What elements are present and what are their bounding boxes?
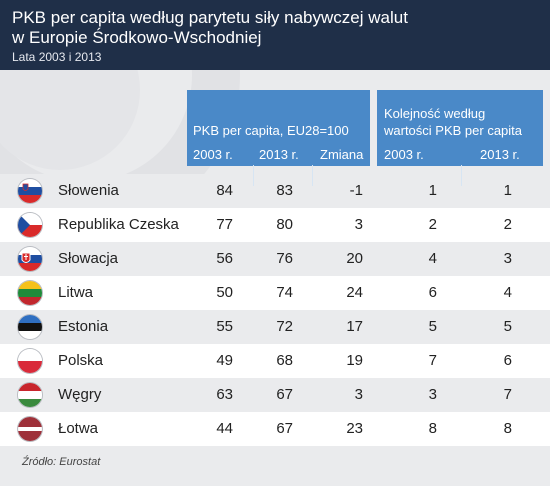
change-value: 19 xyxy=(346,352,363,369)
gdp-2003-value: 55 xyxy=(216,318,233,335)
gdp-2013-value: 67 xyxy=(276,420,293,437)
gdp-2003-value: 63 xyxy=(216,386,233,403)
gdp-2003-value: 77 xyxy=(216,216,233,233)
slovenia-flag xyxy=(18,179,42,203)
gdp-2003-value: 49 xyxy=(216,352,233,369)
country-name: Węgry xyxy=(58,386,102,403)
gdp-2013-value: 67 xyxy=(276,386,293,403)
change-value: 17 xyxy=(346,318,363,335)
change-value: 3 xyxy=(354,386,363,403)
gdp-2003-value: 84 xyxy=(216,182,233,199)
hungary-flag xyxy=(18,383,42,407)
chart-title-line1: PKB per capita według parytetu siły naby… xyxy=(12,8,408,27)
lithuania-flag xyxy=(18,281,42,305)
column-divider xyxy=(312,165,313,186)
column-header-rank-2003: 2003 r. xyxy=(384,147,424,162)
gdp-2003-value: 44 xyxy=(216,420,233,437)
rank-2003-value: 2 xyxy=(428,216,437,233)
table-row: Słowacja 56 76 20 4 3 xyxy=(0,242,550,276)
rank-2003-value: 8 xyxy=(428,420,437,437)
rank-group-caption-line2: wartości PKB per capita xyxy=(384,123,523,138)
source-note: Źródło: Eurostat xyxy=(22,456,101,468)
chart-title-line2: w Europie Środkowo-Wschodniej xyxy=(12,28,262,47)
table-row: Republika Czeska 77 80 3 2 2 xyxy=(0,208,550,242)
gdp-2013-value: 72 xyxy=(276,318,293,335)
gdp-2013-value: 74 xyxy=(276,284,293,301)
gdp-column-group-header: PKB per capita, EU28=100 2003 r. 2013 r.… xyxy=(187,90,370,186)
rank-2003-value: 5 xyxy=(428,318,437,335)
table-row: Łotwa 44 67 23 8 8 xyxy=(0,412,550,446)
table-row: Słowenia 84 83 -1 1 1 xyxy=(0,174,550,208)
column-divider xyxy=(253,165,254,186)
country-name: Słowacja xyxy=(58,250,119,267)
column-header-gdp-2003: 2003 r. xyxy=(193,147,233,162)
rank-2013-value: 7 xyxy=(503,386,512,403)
chart-header: PKB per capita według parytetu siły naby… xyxy=(0,0,550,70)
gdp-2013-value: 83 xyxy=(276,182,293,199)
table-row: Litwa 50 74 24 6 4 xyxy=(0,276,550,310)
rank-2003-value: 4 xyxy=(428,250,437,267)
rank-2013-value: 5 xyxy=(503,318,512,335)
change-value: -1 xyxy=(349,182,363,199)
estonia-flag xyxy=(18,315,42,339)
column-header-change: Zmiana xyxy=(320,147,364,162)
table-row: Polska 49 68 19 7 6 xyxy=(0,344,550,378)
gdp-2003-value: 56 xyxy=(216,250,233,267)
poland-flag xyxy=(18,349,42,373)
gdp-group-caption: PKB per capita, EU28=100 xyxy=(193,123,349,138)
rank-2013-value: 2 xyxy=(503,216,512,233)
gdp-2013-value: 76 xyxy=(276,250,293,267)
czech-flag xyxy=(18,213,42,237)
table-row: Węgry 63 67 3 3 7 xyxy=(0,378,550,412)
rank-2013-value: 6 xyxy=(503,352,512,369)
table-panel: Słowenia 84 83 -1 1 1 Republika Czeska 77 80 3 2 2 S… xyxy=(0,70,550,486)
country-name: Estonia xyxy=(58,318,109,335)
column-header-rank-2013: 2013 r. xyxy=(480,147,520,162)
column-header-gdp-2013: 2013 r. xyxy=(259,147,299,162)
rank-2013-value: 1 xyxy=(503,182,512,199)
rank-group-caption-line1: Kolejność według xyxy=(384,106,486,121)
change-value: 20 xyxy=(346,250,363,267)
country-name: Łotwa xyxy=(58,420,99,437)
chart-subtitle: Lata 2003 i 2013 xyxy=(12,50,102,64)
slovakia-flag xyxy=(18,247,42,271)
rank-2013-value: 3 xyxy=(503,250,512,267)
country-name: Słowenia xyxy=(58,182,119,199)
gdp-2013-value: 68 xyxy=(276,352,293,369)
country-name: Republika Czeska xyxy=(58,216,179,233)
country-name: Litwa xyxy=(58,284,94,301)
change-value: 3 xyxy=(354,216,363,233)
rank-2013-value: 4 xyxy=(503,284,512,301)
rank-2003-value: 1 xyxy=(428,182,437,199)
change-value: 23 xyxy=(346,420,363,437)
rank-column-group-header: Kolejność według wartości PKB per capita… xyxy=(377,90,543,186)
rank-2003-value: 6 xyxy=(428,284,437,301)
table-row: Estonia 55 72 17 5 5 xyxy=(0,310,550,344)
change-value: 24 xyxy=(346,284,363,301)
latvia-flag xyxy=(18,417,42,441)
column-divider xyxy=(461,165,462,186)
rank-2013-value: 8 xyxy=(503,420,512,437)
gdp-2013-value: 80 xyxy=(276,216,293,233)
country-name: Polska xyxy=(58,352,104,369)
rank-2003-value: 7 xyxy=(428,352,437,369)
rank-2003-value: 3 xyxy=(428,386,437,403)
gdp-2003-value: 50 xyxy=(216,284,233,301)
